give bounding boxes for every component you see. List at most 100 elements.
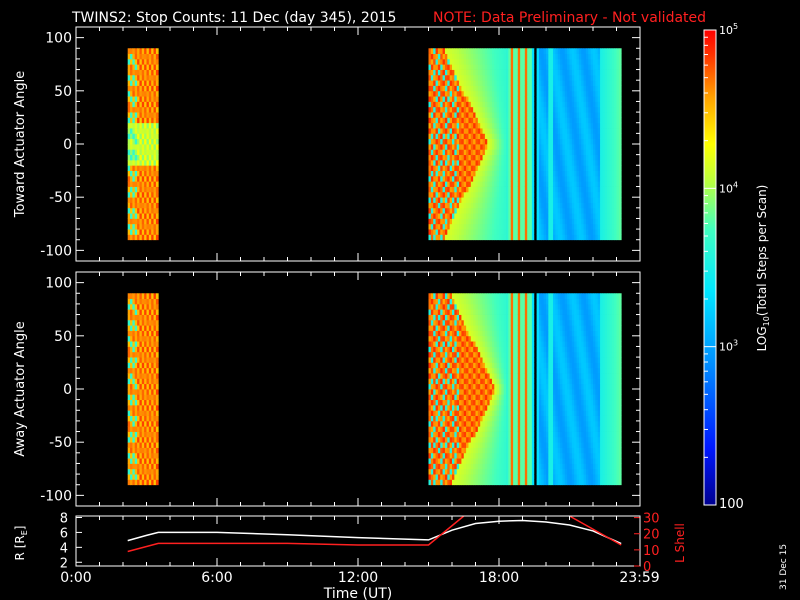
toward-heatmap-cell (433, 165, 436, 171)
away-heatmap-cell (487, 426, 490, 432)
toward-heatmap-cell (454, 122, 458, 129)
away-heatmap-cell (137, 373, 140, 379)
toward-heatmap-cell (527, 80, 530, 86)
toward-heatmap-cell (461, 197, 465, 203)
toward-heatmap-cell (560, 80, 563, 86)
away-heatmap-cell (428, 447, 432, 454)
toward-heatmap-cell (546, 64, 549, 70)
toward-heatmap-cell (541, 117, 545, 124)
toward-heatmap-cell (454, 128, 458, 134)
toward-heatmap-cell (522, 186, 526, 193)
toward-heatmap-cell (482, 53, 486, 60)
toward-heatmap-cell (489, 165, 493, 171)
toward-heatmap-cell (609, 149, 613, 156)
toward-heatmap-cell (477, 53, 481, 60)
toward-heatmap-cell (449, 112, 453, 118)
toward-heatmap-cell (593, 53, 596, 60)
away-heatmap-cell (132, 314, 136, 321)
away-heatmap-cell (466, 442, 469, 448)
away-heatmap-cell (146, 447, 150, 454)
toward-heatmap-cell (536, 138, 540, 145)
toward-heatmap-cell (550, 128, 554, 134)
toward-heatmap-cell (527, 85, 530, 92)
toward-heatmap-cell (595, 149, 599, 156)
toward-heatmap-cell (484, 149, 488, 156)
toward-heatmap-cell (564, 74, 568, 81)
toward-heatmap-cell (569, 175, 573, 182)
toward-heatmap-cell (489, 191, 493, 198)
toward-heatmap-cell (564, 90, 568, 97)
toward-heatmap-cell (499, 181, 502, 187)
away-heatmap-cell (470, 367, 474, 374)
toward-heatmap-cell (134, 90, 138, 97)
toward-heatmap-cell (562, 112, 566, 118)
toward-heatmap-cell (151, 53, 154, 60)
toward-heatmap-cell (477, 128, 481, 134)
toward-heatmap-cell (517, 58, 521, 65)
toward-heatmap-cell (466, 223, 469, 230)
away-heatmap-cell (454, 357, 458, 363)
away-heatmap-cell (468, 341, 472, 347)
toward-heatmap-cell (491, 159, 495, 166)
away-heatmap-cell (480, 447, 483, 454)
away-heatmap-cell (134, 442, 138, 448)
toward-heatmap-cell (132, 58, 136, 65)
toward-heatmap-cell (503, 112, 507, 118)
toward-heatmap-cell (555, 175, 559, 182)
away-heatmap-cell (148, 415, 152, 422)
away-heatmap-cell (463, 442, 467, 448)
toward-heatmap-cell (480, 159, 483, 166)
toward-heatmap-cell (522, 207, 526, 214)
away-heatmap-cell (459, 303, 462, 310)
toward-heatmap-cell (581, 223, 584, 230)
away-heatmap-cell (127, 463, 131, 470)
toward-heatmap-cell (600, 213, 603, 219)
toward-heatmap-cell (428, 117, 432, 124)
toward-heatmap-cell (517, 138, 521, 145)
toward-heatmap-cell (442, 207, 446, 214)
toward-heatmap-cell (548, 53, 552, 60)
toward-heatmap-cell (550, 191, 554, 198)
toward-heatmap-cell (496, 186, 500, 193)
toward-heatmap-cell (611, 175, 615, 182)
away-heatmap-cell (470, 293, 474, 299)
away-heatmap-cell (127, 479, 131, 486)
away-heatmap-cell (487, 325, 490, 331)
away-heatmap-cell (444, 442, 448, 448)
toward-heatmap-cell (571, 80, 575, 86)
away-heatmap-cell (444, 330, 448, 337)
toward-heatmap-cell (595, 90, 599, 97)
toward-heatmap-cell (595, 96, 599, 102)
toward-heatmap-cell (501, 58, 505, 65)
toward-heatmap-cell (578, 175, 582, 182)
away-heatmap-cell (137, 389, 140, 395)
toward-heatmap-cell (562, 69, 566, 76)
away-heatmap-cell (444, 362, 448, 369)
toward-heatmap-cell (524, 154, 528, 161)
toward-heatmap-cell (496, 58, 500, 65)
toward-heatmap-cell (146, 175, 150, 182)
toward-heatmap-cell (473, 122, 476, 129)
toward-heatmap-cell (442, 133, 446, 140)
away-heatmap-cell (134, 426, 138, 432)
toward-heatmap-cell (153, 58, 157, 65)
away-heatmap-cell (435, 474, 439, 480)
toward-heatmap-cell (574, 128, 577, 134)
toward-heatmap-cell (520, 181, 523, 187)
toward-heatmap-cell (148, 234, 152, 241)
toward-heatmap-cell (130, 170, 133, 177)
toward-heatmap-cell (153, 101, 157, 108)
away-heatmap-cell (153, 362, 157, 369)
away-heatmap-cell (435, 314, 439, 321)
away-heatmap-cell (430, 479, 434, 486)
toward-heatmap-cell (609, 117, 613, 124)
away-heatmap-cell (452, 298, 455, 305)
toward-heatmap-cell (456, 74, 460, 81)
toward-heatmap-cell (576, 234, 580, 241)
toward-heatmap-cell (508, 149, 512, 156)
away-heatmap-cell (151, 479, 154, 486)
toward-heatmap-cell (567, 191, 570, 198)
toward-heatmap-cell (489, 74, 493, 81)
toward-heatmap-cell (607, 117, 610, 124)
away-heatmap-cell (151, 335, 154, 342)
